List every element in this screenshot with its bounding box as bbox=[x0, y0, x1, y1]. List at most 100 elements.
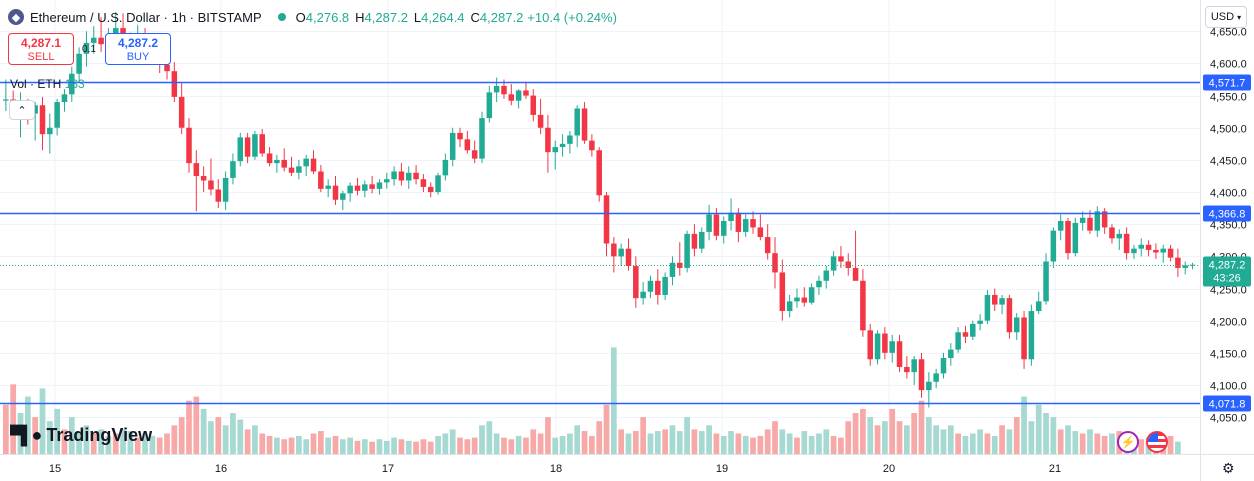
candle-body bbox=[991, 294, 998, 305]
candle-body bbox=[830, 256, 837, 271]
volume-bar bbox=[991, 435, 998, 454]
volume-bar bbox=[449, 429, 456, 454]
volume-bar bbox=[816, 433, 822, 454]
volume-bar bbox=[127, 431, 134, 454]
candle-body bbox=[186, 127, 192, 164]
volume-bar bbox=[266, 435, 273, 454]
volume-bar bbox=[808, 435, 815, 454]
volume-bar bbox=[391, 437, 397, 454]
candle-body bbox=[501, 85, 507, 95]
candle-body bbox=[1087, 217, 1093, 231]
candle-body bbox=[970, 323, 976, 337]
candle-body bbox=[1189, 264, 1196, 266]
buy-price: 4,287.2 bbox=[117, 36, 159, 50]
level-tag bbox=[1203, 205, 1251, 222]
candle-body bbox=[47, 127, 53, 135]
volume-bar bbox=[332, 435, 339, 454]
chart-grid bbox=[0, 0, 1200, 454]
volume-bar bbox=[405, 440, 412, 454]
candle-body bbox=[61, 94, 68, 103]
tradingview-logo[interactable]: ▀▌● TradingView bbox=[10, 424, 152, 446]
price-axis-tags: 4,571.7 4,366.8 4,071.8 4,287.243:26 bbox=[1203, 74, 1251, 412]
candle-body bbox=[178, 96, 185, 128]
candle-body bbox=[1094, 211, 1101, 231]
volume-bar bbox=[581, 431, 588, 454]
volume-bar bbox=[860, 408, 866, 454]
candle-body bbox=[354, 185, 361, 191]
candle-body bbox=[933, 373, 939, 382]
candle-body bbox=[1160, 248, 1166, 253]
candle-body bbox=[999, 298, 1005, 305]
last-price-label: 4,287.2 bbox=[1209, 260, 1246, 272]
volume-bar bbox=[493, 433, 500, 454]
last-price-tag bbox=[1203, 256, 1251, 287]
candle-body bbox=[208, 180, 214, 190]
candle-body bbox=[1021, 317, 1027, 360]
volume-bar bbox=[112, 433, 119, 454]
volume-bar bbox=[1013, 417, 1020, 454]
candle-body bbox=[362, 184, 368, 191]
volume-bar bbox=[1028, 421, 1035, 454]
volume-bar bbox=[457, 437, 463, 454]
time-tick-label: 15 bbox=[49, 463, 61, 475]
candle-body bbox=[603, 195, 610, 244]
symbol-title[interactable]: Ethereum / U.S. Dollar · 1h · BITSTAMP bbox=[30, 9, 262, 25]
volume-bar bbox=[222, 425, 229, 454]
volume-bar bbox=[574, 425, 581, 454]
candle-body bbox=[405, 172, 412, 181]
volume-bar bbox=[1057, 429, 1064, 454]
volume-bar bbox=[383, 440, 390, 454]
candle-body bbox=[625, 248, 632, 267]
candle-body bbox=[1057, 221, 1064, 231]
volume-bar bbox=[750, 437, 756, 454]
candle-body bbox=[1116, 233, 1123, 239]
candle-body bbox=[537, 114, 544, 128]
volume-bar bbox=[1050, 417, 1057, 454]
candle-body bbox=[698, 231, 705, 249]
sell-label: SELL bbox=[27, 51, 55, 63]
volume-bar bbox=[376, 439, 383, 454]
volume-bar bbox=[1043, 413, 1049, 454]
candle-body bbox=[340, 193, 346, 200]
volume-bar bbox=[874, 425, 881, 454]
candle-body bbox=[611, 243, 617, 257]
settings-gear-icon[interactable]: ⚙ bbox=[1222, 460, 1235, 476]
currency-selector[interactable]: USD ▾ bbox=[1205, 6, 1247, 28]
candle-body bbox=[684, 233, 690, 268]
volume-bar bbox=[984, 433, 991, 454]
candle-body bbox=[332, 185, 339, 200]
volume-bar bbox=[413, 441, 419, 454]
candle-body bbox=[266, 153, 273, 164]
candle-body bbox=[977, 320, 983, 324]
volume-bar bbox=[786, 433, 793, 454]
candle-body bbox=[896, 341, 903, 367]
volume-bar bbox=[142, 433, 148, 454]
volume-bar bbox=[852, 413, 859, 454]
candle-body bbox=[171, 71, 178, 97]
candle-body bbox=[918, 359, 925, 391]
sell-price: 4,287.1 bbox=[20, 36, 62, 50]
candle-body bbox=[713, 214, 720, 236]
volume-bar bbox=[317, 431, 324, 454]
volume-bar bbox=[962, 435, 969, 454]
lightning-icon[interactable]: ⚡ bbox=[1117, 431, 1139, 453]
buy-button[interactable]: 4,287.2 BUY bbox=[105, 33, 171, 65]
candle-body bbox=[589, 140, 595, 151]
volume-bar bbox=[171, 425, 178, 454]
us-flag-icon[interactable] bbox=[1146, 431, 1168, 453]
candle-body bbox=[435, 175, 441, 193]
volume-bar bbox=[17, 413, 24, 454]
volume-bar bbox=[640, 417, 647, 454]
sell-button[interactable]: 4,287.1 SELL bbox=[8, 33, 74, 65]
collapse-legend-button[interactable]: ⌃ bbox=[9, 100, 35, 120]
candle-body bbox=[427, 186, 434, 193]
volume-bar bbox=[654, 431, 661, 454]
candle-body bbox=[215, 189, 222, 202]
time-tick-label: 21 bbox=[1049, 463, 1061, 475]
volume-bar bbox=[105, 435, 112, 454]
volume-bar bbox=[230, 413, 236, 454]
volume-bars bbox=[3, 347, 1181, 454]
candle-body bbox=[1072, 222, 1079, 254]
price-tick-label: 4,100.0 bbox=[1210, 381, 1247, 393]
